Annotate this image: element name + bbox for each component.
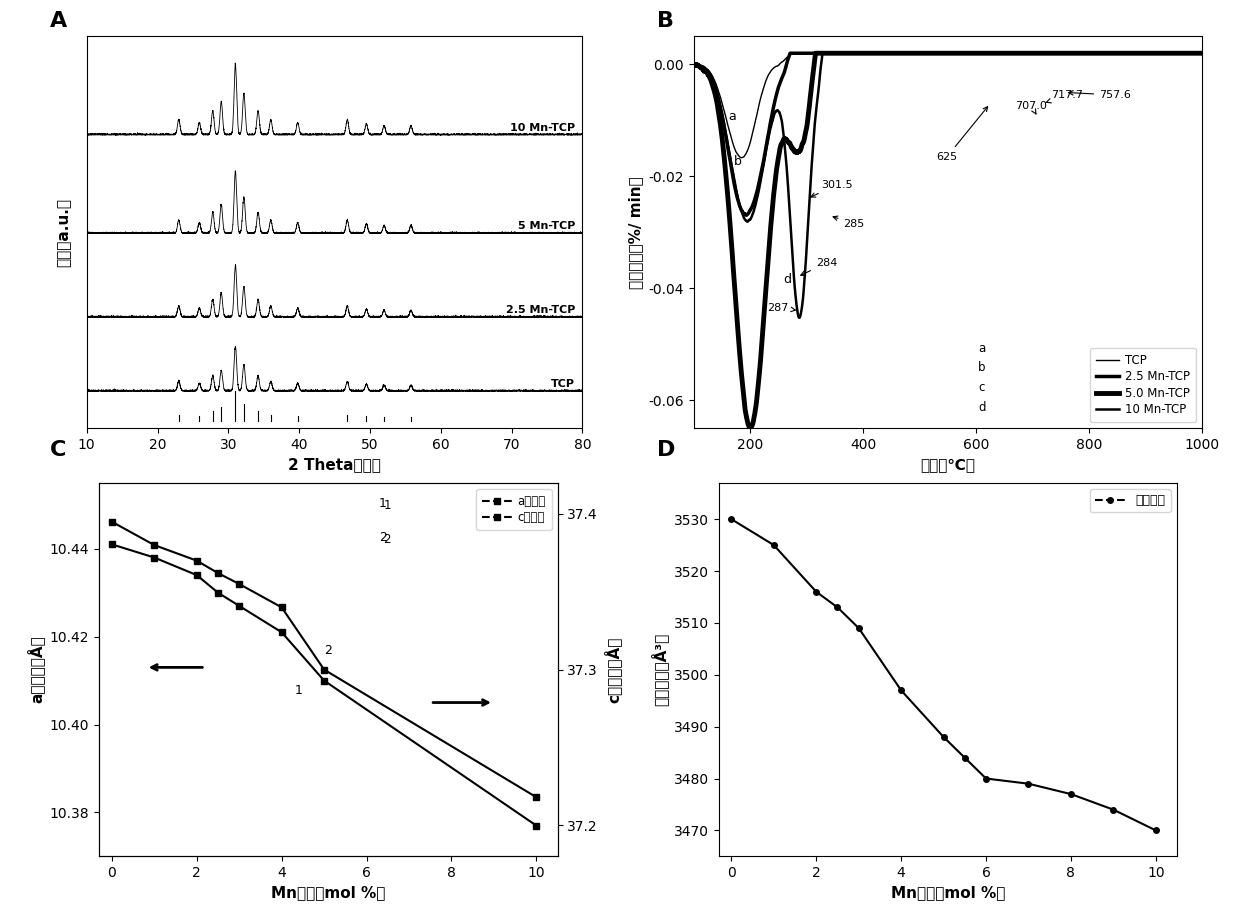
X-axis label: Mn含量（mol %）: Mn含量（mol %） [271,885,385,901]
X-axis label: 温度（℃）: 温度（℃） [921,457,975,473]
Text: 2: 2 [383,533,390,546]
Text: 757.6: 757.6 [1069,90,1131,100]
Text: 717.7: 717.7 [1046,90,1083,103]
Text: 1: 1 [295,684,302,697]
Text: 707.0: 707.0 [1016,101,1047,114]
Text: d: d [783,272,790,286]
Y-axis label: a轴长度（Å）: a轴长度（Å） [26,636,45,703]
Text: 2: 2 [325,644,332,657]
Text: A: A [50,11,67,31]
Text: a: a [979,342,985,354]
Text: 301.5: 301.5 [810,179,852,197]
Text: 2.5 Mn-TCP: 2.5 Mn-TCP [506,305,575,315]
X-axis label: 2 Theta（度）: 2 Theta（度） [289,457,380,473]
Legend: TCP, 2.5 Mn-TCP, 5.0 Mn-TCP, 10 Mn-TCP: TCP, 2.5 Mn-TCP, 5.0 Mn-TCP, 10 Mn-TCP [1089,348,1196,423]
Text: C: C [50,439,66,459]
Text: D: D [657,439,675,459]
Text: 284: 284 [800,258,838,275]
Text: 1: 1 [383,499,390,512]
Text: b: b [733,155,742,169]
Text: d: d [979,401,986,414]
Text: 1: 1 [379,497,387,510]
Y-axis label: c轴长度（Å）: c轴长度（Å） [603,637,621,702]
Text: 287: 287 [767,302,795,312]
Text: 5 Mn-TCP: 5 Mn-TCP [518,221,575,231]
Text: B: B [657,11,674,31]
Text: TCP: TCP [551,379,575,389]
Text: 2: 2 [379,531,387,544]
Text: 625: 625 [937,107,987,161]
Legend: a轴长度, c轴长度: a轴长度, c轴长度 [476,488,551,530]
Y-axis label: 强度（a.u.）: 强度（a.u.） [57,198,72,267]
Y-axis label: 微分重量（%/ min）: 微分重量（%/ min） [628,176,643,289]
Y-axis label: 晶胞体积（Å³）: 晶胞体积（Å³） [650,633,668,706]
Legend: 晶胞体积: 晶胞体积 [1089,489,1171,512]
Text: 285: 285 [833,216,865,229]
Text: a: a [729,110,736,123]
Text: c: c [979,381,985,394]
Text: b: b [979,362,986,374]
Text: 10 Mn-TCP: 10 Mn-TCP [510,122,575,132]
X-axis label: Mn含量（mol %）: Mn含量（mol %） [891,885,1005,901]
